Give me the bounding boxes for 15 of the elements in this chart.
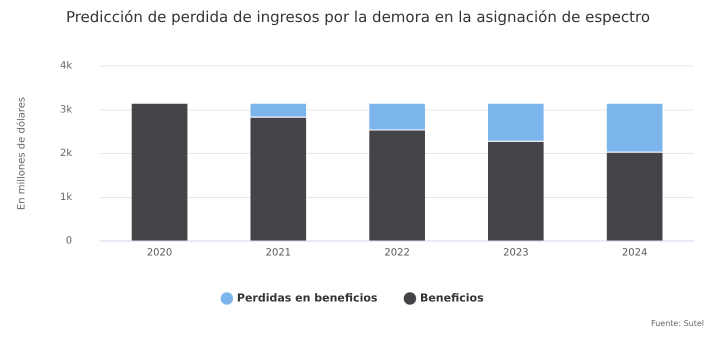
chart-title: Predicción de perdida de ingresos por la demora en la asignación de espectro	[64, 8, 652, 26]
legend-label: Perdidas en beneficios	[236, 291, 378, 304]
legend-label: Beneficios	[420, 291, 484, 304]
x-tick-label: 2020	[146, 248, 172, 259]
source-note: Fuente: Sutel	[651, 319, 704, 328]
x-tick-label: 2021	[266, 248, 292, 259]
y-tick-label: 2k	[60, 148, 72, 160]
y-axis-title: En millones de dólares	[16, 96, 28, 210]
y-tick-label: 1k	[60, 192, 72, 203]
x-tick-label: 2023	[503, 248, 529, 259]
x-tick-label: 2024	[622, 248, 648, 259]
x-tick-label: 2022	[384, 248, 410, 259]
y-tick-label: 4k	[60, 60, 72, 72]
y-tick-label: 0	[66, 236, 72, 247]
y-tick-label: 3k	[60, 104, 72, 116]
